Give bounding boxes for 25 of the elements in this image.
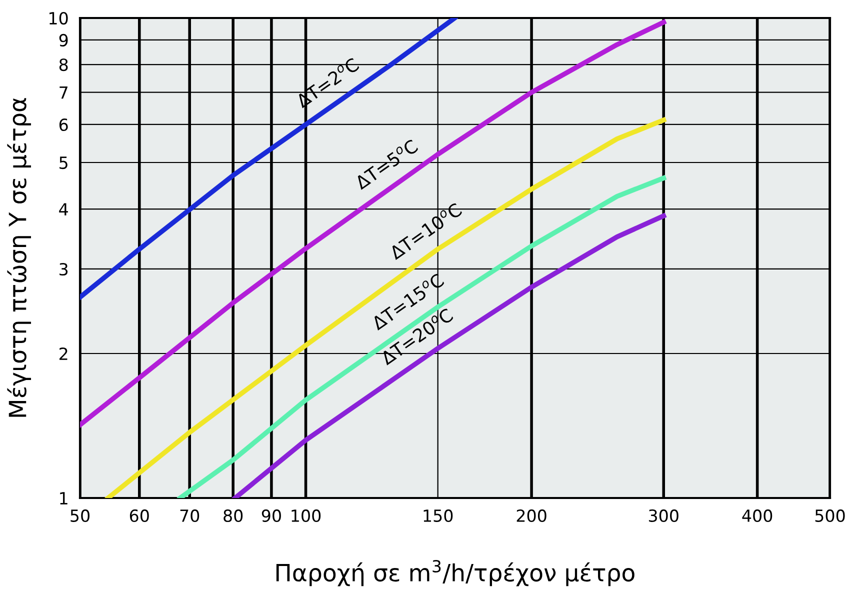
x-tick-label: 150: [424, 509, 453, 522]
x-tick-label: 90: [262, 509, 281, 522]
x-tick-label: 300: [648, 509, 678, 522]
y-tick-label: 1: [60, 492, 68, 504]
y-tick-label: 8: [59, 58, 68, 72]
y-tick-label: 6: [59, 118, 68, 132]
y-tick-label: 7: [60, 86, 68, 99]
y-tick-label: 2: [60, 347, 68, 360]
x-tick-label: 50: [70, 509, 90, 522]
y-tick-label: 5: [60, 156, 68, 170]
y-tick-label: 10: [50, 12, 68, 25]
x-tick-label: 60: [130, 509, 149, 522]
x-tick-label: 500: [815, 509, 845, 522]
x-tick-label: 80: [224, 509, 243, 522]
x-tick-label: 400: [742, 509, 772, 522]
text: ΔT=5$^{o}$C: [353, 138, 419, 190]
x-axis-title: Παροχή σε m$^{3}$/h/τρέχον μέτρο: [276, 560, 634, 586]
y-tick-label: 3: [60, 262, 68, 276]
y-axis-title: Μέγιστη πτώση Υ σε μέτρα: [7, 98, 32, 417]
y-tick-label: 4: [59, 203, 68, 216]
x-tick-label: 100: [292, 509, 321, 522]
text: ΔT=10$^{o}$C: [388, 202, 463, 260]
x-tick-label: 200: [516, 509, 546, 522]
y-tick-label: 9: [59, 34, 68, 47]
x-tick-label: 70: [180, 509, 200, 522]
